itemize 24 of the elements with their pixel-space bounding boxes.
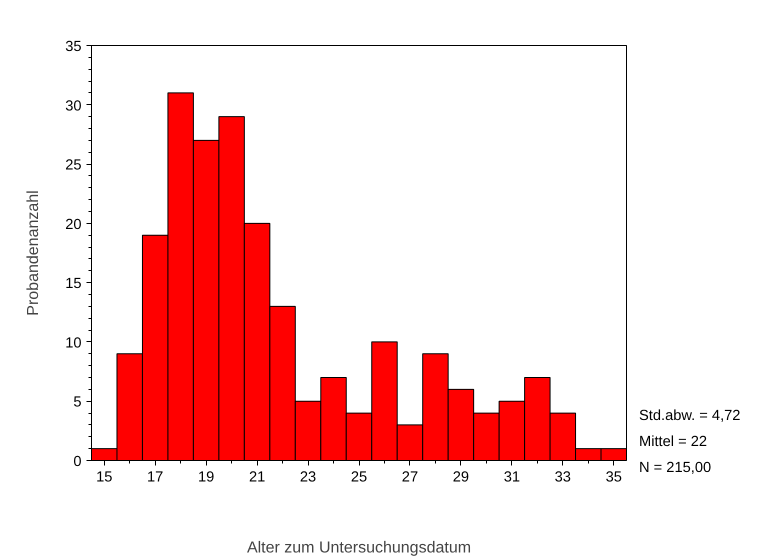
x-axis-title: Alter zum Untersuchungsdatum [246, 540, 472, 556]
y-tick-label: 15 [65, 276, 82, 292]
x-tick-label: 31 [504, 470, 520, 486]
y-tick-label: 0 [73, 454, 82, 470]
y-tick-label: 20 [65, 216, 82, 233]
x-tick-label: 29 [452, 470, 470, 486]
y-tick-label: 5 [73, 394, 82, 411]
text: Std.abw. = 4,72 [639, 407, 740, 426]
y-tick-label: 30 [65, 98, 82, 114]
text: N = 215,00 [639, 459, 712, 478]
text: Mittel = 22 [639, 433, 708, 452]
x-tick-label: 21 [248, 470, 266, 486]
x-tick-label: 33 [554, 470, 571, 486]
x-tick-label: 17 [147, 470, 164, 486]
x-tick-label: 25 [350, 470, 368, 486]
y-tick-label: 25 [65, 158, 82, 174]
x-tick-label: 35 [606, 470, 622, 486]
y-axis-title: Probandenanzahl [25, 190, 42, 316]
x-tick-label: 27 [402, 470, 418, 486]
x-tick-label: 19 [198, 470, 214, 486]
x-tick-label: 23 [300, 470, 316, 486]
y-tick-label: 35 [65, 39, 82, 55]
x-tick-label: 15 [96, 470, 112, 486]
y-tick-label: 10 [65, 335, 82, 352]
